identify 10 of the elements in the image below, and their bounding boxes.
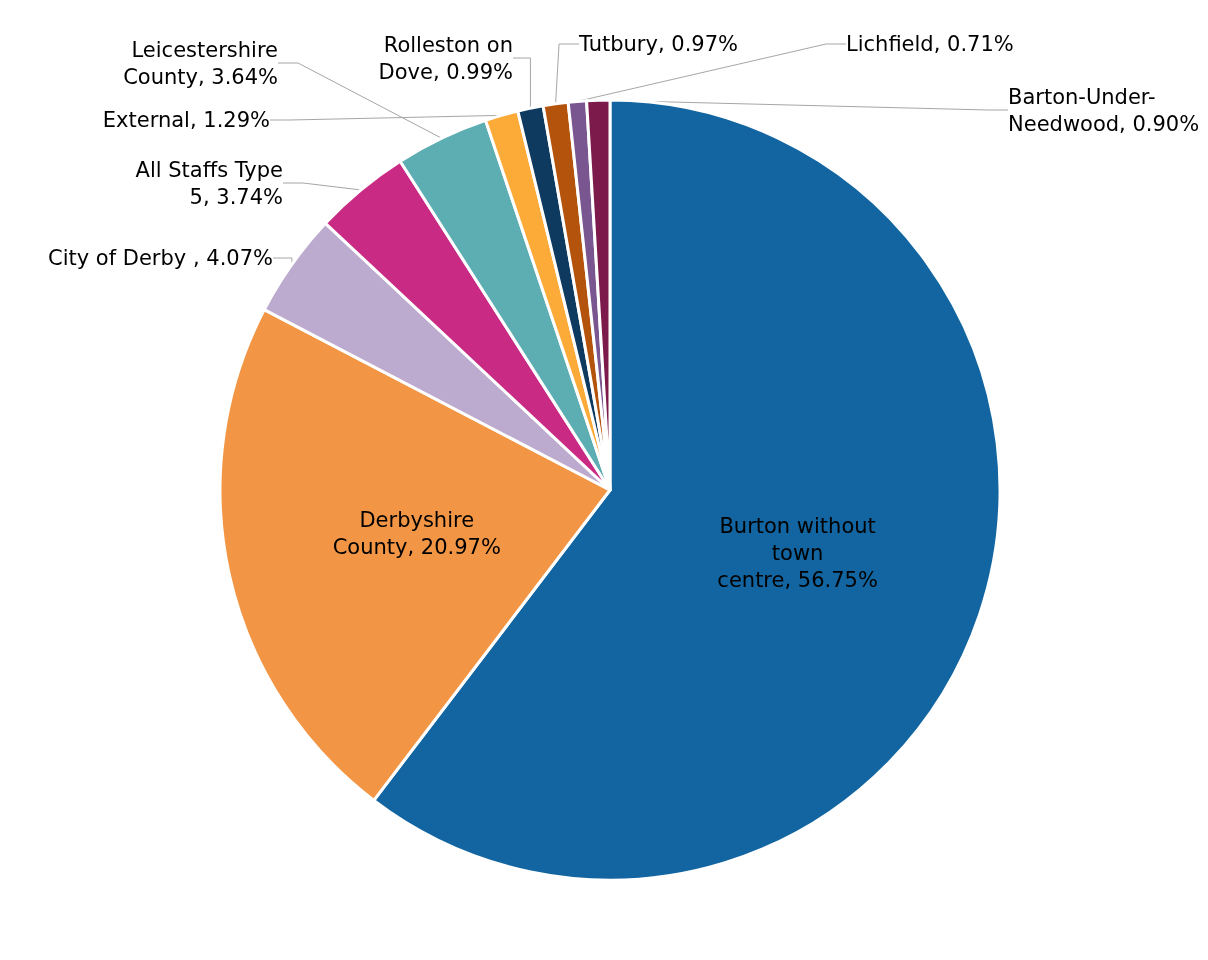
slice-label: Derbyshire County, 20.97% (332, 507, 501, 559)
slice-label: Leicestershire County, 3.64% (123, 37, 278, 89)
slice-label: City of Derby , 4.07% (48, 246, 273, 270)
slice-label: Barton-Under-Needwood, 0.90% (1008, 84, 1200, 136)
slice-label: External, 1.29% (102, 108, 270, 132)
slice-label: Burton without town centre, 56.75% (717, 514, 878, 593)
slice-label: Rolleston on Dove, 0.99% (378, 32, 513, 84)
slice-label: Lichfield, 0.71% (846, 32, 1014, 56)
slice-label: Tutbury, 0.97% (578, 32, 738, 56)
slice-label: All Staffs Type 5, 3.74% (135, 157, 283, 209)
